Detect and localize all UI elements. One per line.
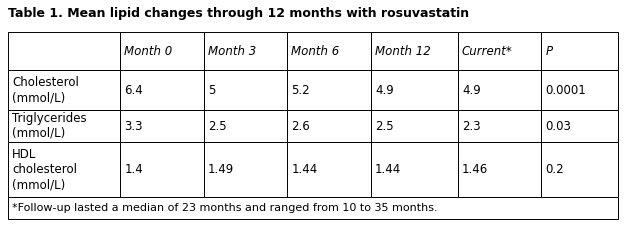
Bar	[204, 110, 287, 142]
Text: 2.3: 2.3	[462, 119, 481, 132]
Text: 2.5: 2.5	[375, 119, 394, 132]
Bar	[541, 142, 618, 197]
Bar	[458, 110, 541, 142]
Text: 2.5: 2.5	[208, 119, 227, 132]
Text: Month 6: Month 6	[292, 45, 340, 58]
Text: *Follow-up lasted a median of 23 months and ranged from 10 to 35 months.: *Follow-up lasted a median of 23 months …	[12, 203, 438, 213]
Bar	[287, 110, 371, 142]
Text: 6.4: 6.4	[125, 83, 143, 96]
Text: 2.6: 2.6	[292, 119, 310, 132]
Bar	[287, 142, 371, 197]
Bar	[8, 142, 120, 197]
Bar	[371, 110, 458, 142]
Bar	[204, 70, 287, 110]
Text: HDL
cholesterol
(mmol/L): HDL cholesterol (mmol/L)	[12, 148, 77, 191]
Bar	[8, 32, 120, 70]
Bar	[120, 110, 204, 142]
Bar	[120, 70, 204, 110]
Bar	[120, 142, 204, 197]
Text: 1.46: 1.46	[462, 163, 488, 176]
Bar	[541, 32, 618, 70]
Text: Table 1. Mean lipid changes through 12 months with rosuvastatin: Table 1. Mean lipid changes through 12 m…	[8, 7, 469, 20]
Text: Month 12: Month 12	[375, 45, 431, 58]
Bar	[458, 70, 541, 110]
Text: Month 3: Month 3	[208, 45, 256, 58]
Text: Triglycerides
(mmol/L): Triglycerides (mmol/L)	[12, 112, 86, 140]
Text: 1.44: 1.44	[375, 163, 401, 176]
Text: 5: 5	[208, 83, 215, 96]
Text: 1.4: 1.4	[125, 163, 143, 176]
Bar	[371, 70, 458, 110]
Bar	[458, 142, 541, 197]
Text: Cholesterol
(mmol/L): Cholesterol (mmol/L)	[12, 76, 79, 104]
Bar	[287, 32, 371, 70]
Text: Month 0: Month 0	[125, 45, 173, 58]
Bar	[8, 70, 120, 110]
Bar	[120, 32, 204, 70]
Text: 0.03: 0.03	[545, 119, 572, 132]
Bar	[8, 197, 618, 219]
Text: 4.9: 4.9	[375, 83, 394, 96]
Text: 0.0001: 0.0001	[545, 83, 586, 96]
Text: 1.49: 1.49	[208, 163, 234, 176]
Bar	[371, 32, 458, 70]
Text: 0.2: 0.2	[545, 163, 564, 176]
Bar	[204, 142, 287, 197]
Text: P: P	[545, 45, 553, 58]
Bar	[8, 110, 120, 142]
Text: 4.9: 4.9	[462, 83, 481, 96]
Bar	[287, 70, 371, 110]
Bar	[541, 110, 618, 142]
Bar	[458, 32, 541, 70]
Text: 5.2: 5.2	[292, 83, 310, 96]
Text: 1.44: 1.44	[292, 163, 318, 176]
Text: Current*: Current*	[462, 45, 513, 58]
Bar	[204, 32, 287, 70]
Text: 3.3: 3.3	[125, 119, 143, 132]
Bar	[541, 70, 618, 110]
Bar	[371, 142, 458, 197]
